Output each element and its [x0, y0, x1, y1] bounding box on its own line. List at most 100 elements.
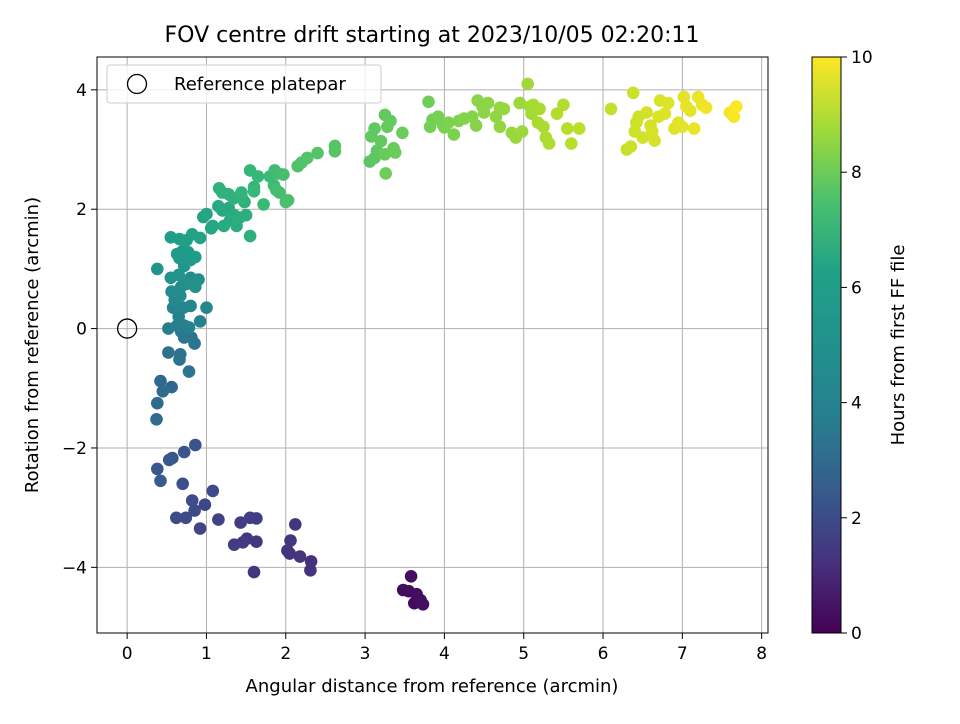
- scatter-point: [521, 77, 534, 91]
- scatter-point: [384, 114, 397, 128]
- scatter-point: [170, 511, 183, 525]
- scatter-point: [184, 299, 197, 313]
- scatter-point: [497, 102, 511, 116]
- scatter-point: [239, 208, 253, 222]
- x-axis-ticks: 0 1 2 3 4 5 6 7 8: [122, 633, 767, 664]
- x-tick-label: 4: [439, 644, 450, 664]
- x-tick-label: 1: [201, 644, 212, 664]
- y-tick-label: 4: [76, 81, 87, 101]
- scatter-point: [277, 168, 290, 181]
- legend-marker: [126, 73, 148, 95]
- scatter-point: [165, 285, 178, 298]
- scatter-point: [170, 247, 184, 261]
- scatter-point: [200, 301, 213, 315]
- scatter-point: [284, 534, 297, 547]
- scatter-point: [193, 231, 207, 245]
- scatter-point: [533, 102, 546, 116]
- scatter-point: [283, 547, 297, 560]
- scatter-point: [182, 365, 196, 378]
- scatter-point: [212, 513, 225, 526]
- legend-box: [106, 64, 382, 104]
- scatter-point: [250, 535, 263, 548]
- scatter-point: [273, 186, 286, 199]
- scatter-point: [493, 120, 507, 134]
- scatter-point: [235, 186, 248, 199]
- scatter-point: [156, 385, 170, 398]
- scatter-point: [677, 90, 691, 104]
- plot-frame: [96, 56, 769, 634]
- scatter-point: [469, 119, 483, 132]
- scatter-point: [550, 107, 564, 120]
- scatter-point: [626, 86, 640, 100]
- scatter-point: [422, 95, 435, 109]
- scatter-point: [243, 229, 257, 243]
- scatter-point: [565, 137, 578, 150]
- scatter-point: [154, 474, 167, 488]
- scatter-point: [730, 100, 743, 113]
- scatter-point: [151, 462, 164, 476]
- scatter-point: [293, 550, 307, 563]
- scatter-point: [515, 125, 529, 138]
- x-tick-label: 5: [518, 644, 529, 664]
- colorbar-tick-label: 2: [851, 509, 862, 529]
- scatter-points: [116, 77, 743, 611]
- scatter-point: [481, 96, 495, 110]
- colorbar-tick-label: 10: [851, 48, 873, 68]
- scatter-point: [604, 102, 618, 116]
- x-tick-label: 8: [756, 644, 767, 664]
- scatter-point: [257, 198, 270, 211]
- scatter-point: [557, 98, 570, 112]
- scatter-point: [212, 199, 225, 213]
- scatter-point: [572, 122, 586, 135]
- scatter-point: [513, 96, 526, 110]
- legend-entry-reference-platepar: Reference platepar: [174, 74, 346, 95]
- scatter-point: [198, 498, 212, 512]
- scatter-point: [151, 396, 164, 410]
- scatter-point: [154, 374, 167, 388]
- scatter-point: [396, 126, 409, 140]
- x-axis-label: Angular distance from reference (arcmin): [246, 676, 619, 697]
- colorbar-label: Hours from first FF file: [888, 245, 909, 446]
- y-tick-label: 2: [76, 200, 87, 220]
- scatter-point: [281, 194, 295, 207]
- scatter-point: [699, 101, 713, 114]
- scatter-point: [200, 207, 213, 221]
- grid-lines: [97, 57, 768, 633]
- scatter-point: [179, 511, 193, 525]
- colorbar: 0 2 4 6 8 10 Hours from first FF file: [811, 48, 909, 644]
- scatter-point: [416, 598, 430, 611]
- scatter-point: [289, 518, 302, 531]
- scatter-point: [410, 587, 423, 601]
- y-tick-label: −2: [62, 439, 87, 459]
- scatter-point: [189, 438, 202, 452]
- y-tick-label: 0: [76, 320, 87, 340]
- scatter-point: [624, 140, 638, 153]
- scatter-point: [176, 477, 189, 491]
- scatter-point: [177, 445, 191, 459]
- scatter-point: [374, 134, 388, 148]
- scatter-point: [193, 522, 207, 535]
- scatter-point: [300, 151, 314, 165]
- scatter-point: [684, 104, 697, 117]
- scatter-point: [234, 516, 247, 529]
- x-tick-label: 0: [122, 644, 133, 664]
- scatter-point: [477, 106, 491, 119]
- x-tick-label: 7: [677, 644, 688, 664]
- x-tick-label: 6: [598, 644, 609, 664]
- scatter-point: [250, 512, 263, 525]
- scatter-point: [247, 185, 261, 198]
- chart-title: FOV centre drift starting at 2023/10/05 …: [165, 23, 700, 48]
- scatter-point: [658, 107, 672, 120]
- scatter-point: [162, 453, 176, 467]
- scatter-point: [396, 583, 410, 597]
- scatter-point: [542, 137, 556, 150]
- scatter-point: [379, 167, 393, 180]
- scatter-point: [247, 565, 261, 579]
- colorbar-tick-label: 8: [851, 163, 862, 183]
- scatter-point: [188, 504, 201, 517]
- scatter-point: [661, 96, 675, 110]
- scatter-point: [676, 120, 689, 134]
- scatter-point: [150, 413, 163, 426]
- scatter-point: [727, 110, 741, 123]
